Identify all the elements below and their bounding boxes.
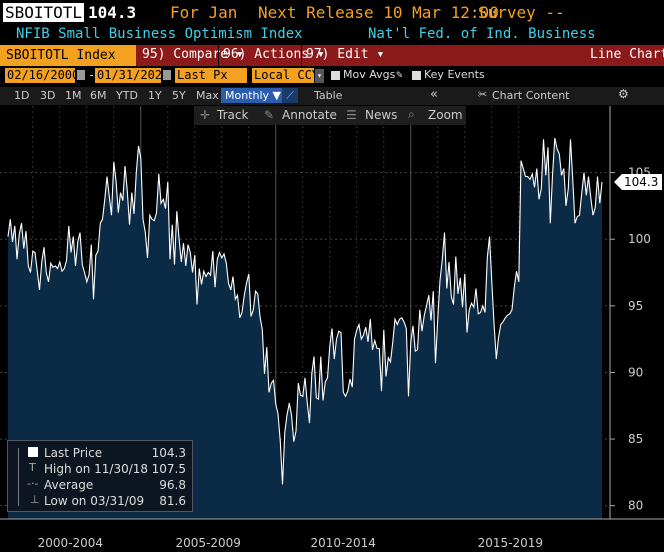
wrench-icon[interactable]: ✂	[478, 88, 488, 101]
x-tick-label: 2005-2009	[176, 536, 241, 550]
average-label: Average	[44, 478, 94, 492]
x-axis-band	[0, 519, 664, 552]
low-icon: ⊥	[30, 493, 40, 506]
chart-content-button[interactable]: Chart Content	[492, 89, 570, 102]
divider	[218, 45, 219, 66]
table-button[interactable]: Table	[314, 89, 343, 102]
compare-button[interactable]: 95) Compare ▾	[142, 47, 244, 62]
line-chart-icon[interactable]: ⟋	[282, 88, 298, 103]
key-events-checkbox[interactable]	[412, 71, 421, 80]
range-1d[interactable]: 1D	[14, 89, 30, 102]
y-tick-label: 85	[628, 432, 643, 446]
options-bar: 02/16/2000 - 01/31/2020 Last Px Local CC…	[0, 67, 664, 86]
collapse-icon[interactable]: «	[430, 87, 438, 102]
ticker-label: SBOITOTL	[3, 3, 85, 22]
high-icon: T	[29, 461, 36, 474]
mov-avgs-label: Mov Avgs	[343, 68, 396, 81]
next-release: Next Release 10 Mar 12:00	[258, 3, 499, 22]
range-1y[interactable]: 1Y	[148, 89, 162, 102]
annotate-button[interactable]: Annotate	[282, 108, 337, 122]
start-date-field[interactable]: 02/16/2000	[5, 68, 80, 83]
chart-legend: Last Price 104.3 T High on 11/30/18 107.…	[7, 440, 193, 512]
news-icon[interactable]: ☰	[346, 108, 357, 122]
end-date-field[interactable]: 01/31/2020	[95, 68, 170, 83]
y-tick-label: 80	[628, 499, 643, 513]
range-3d[interactable]: 3D	[40, 89, 56, 102]
gear-icon[interactable]: ⚙	[618, 87, 629, 101]
last-price-icon	[28, 447, 38, 457]
toolbar: SBOITOTL Index 95) Compare ▾ 96) Actions…	[0, 45, 664, 66]
y-tick-label: 90	[628, 365, 643, 379]
news-button[interactable]: News	[365, 108, 398, 122]
currency-select[interactable]: Local CCY	[252, 68, 320, 83]
range-1m[interactable]: 1M	[65, 89, 82, 102]
tools-bar: ✛ Track ✎ Annotate ☰ News ⌕ Zoom	[0, 106, 664, 126]
average-value: 96.8	[159, 478, 186, 492]
header-bar: SBOITOTL 104.3 For Jan Next Release 10 M…	[0, 0, 664, 26]
last-value-text: 104.3	[624, 175, 658, 189]
range-ytd[interactable]: YTD	[116, 89, 138, 102]
last-price-marker	[18, 448, 19, 506]
source-name: Nat'l Fed. of Ind. Business	[368, 26, 596, 42]
average-icon: -·-	[27, 477, 39, 490]
survey: Survey --	[478, 3, 565, 22]
x-tick-label: 2010-2014	[311, 536, 376, 550]
last-value-label: 104.3	[614, 173, 662, 190]
last-value: 104.3	[88, 3, 137, 22]
zoom-icon[interactable]: ⌕	[408, 107, 415, 121]
index-name: NFIB Small Business Optimism Index	[16, 26, 303, 42]
calendar-icon[interactable]	[77, 70, 85, 80]
track-button[interactable]: Track	[217, 108, 249, 122]
last-value-tag	[614, 173, 662, 190]
y-tick-label: 95	[628, 299, 643, 313]
x-axis: 2000-2004 2005-2009 2010-2014 2015-2019	[0, 518, 664, 552]
zoom-button[interactable]: Zoom	[428, 108, 463, 122]
actions-button[interactable]: 96) Actions ▾	[223, 47, 325, 62]
low-label: Low on 03/31/09	[44, 494, 145, 508]
range-bar: 1D 3D 1M 6M YTD 1Y 5Y Max Monthly ▼ ⟋ Ta…	[0, 87, 664, 105]
high-value: 107.5	[151, 462, 186, 476]
annotate-icon[interactable]: ✎	[264, 108, 275, 122]
subheader-bar: NFIB Small Business Optimism Index Nat'l…	[0, 26, 664, 44]
date-dash: -	[88, 68, 96, 82]
security-field[interactable]: SBOITOTL Index	[0, 45, 136, 66]
low-value: 81.6	[159, 494, 186, 508]
crosshair-icon[interactable]: ✛	[200, 108, 211, 122]
divider	[301, 45, 302, 66]
pencil-icon[interactable]: ✎	[396, 68, 403, 81]
chart-type-label[interactable]: Line Chart	[590, 47, 664, 62]
mov-avgs-checkbox[interactable]	[331, 71, 340, 80]
last-price-label: Last Price	[44, 446, 103, 460]
period-select[interactable]: Monthly ▼	[221, 88, 285, 103]
series-line	[7, 137, 603, 485]
calendar-icon[interactable]	[163, 70, 171, 80]
edit-button[interactable]: 97) Edit ▾	[306, 47, 385, 62]
x-tick-label: 2015-2019	[478, 536, 543, 550]
for-period: For Jan	[170, 3, 238, 22]
range-6m[interactable]: 6M	[90, 89, 107, 102]
tools-panel	[194, 106, 466, 125]
last-price-value: 104.3	[151, 446, 186, 460]
range-max[interactable]: Max	[196, 89, 219, 102]
x-tick-label: 2000-2004	[38, 536, 103, 550]
range-5y[interactable]: 5Y	[172, 89, 186, 102]
field-select[interactable]: Last Px	[175, 68, 247, 83]
key-events-label: Key Events	[424, 68, 485, 81]
y-tick-label: 100	[628, 232, 651, 246]
chevron-down-icon[interactable]: ▾	[315, 69, 324, 83]
high-label: High on 11/30/18	[44, 462, 149, 476]
series-area	[8, 138, 602, 519]
